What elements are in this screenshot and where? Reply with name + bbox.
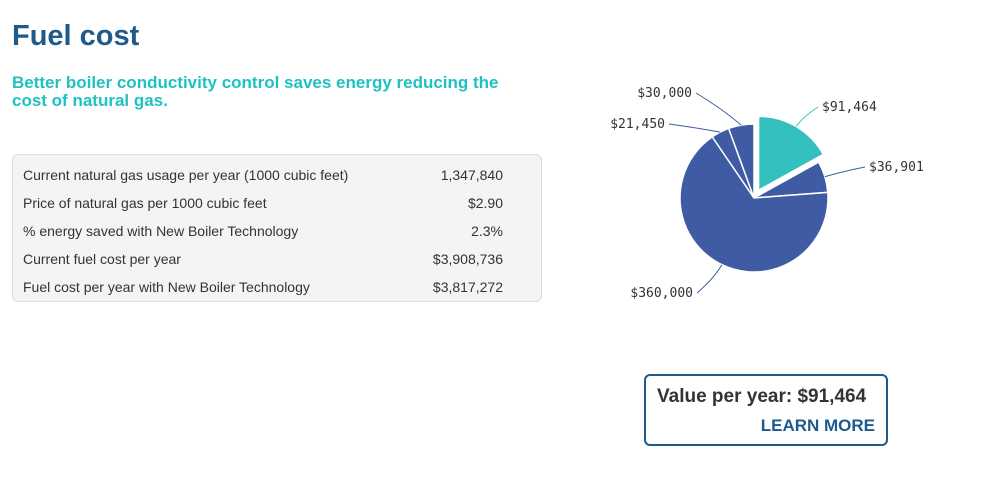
value-per-year: Value per year: $91,464: [657, 386, 867, 407]
page-subtitle: Better boiler conductivity control saves…: [12, 73, 499, 110]
table-row: Current natural gas usage per year (1000…: [23, 165, 503, 185]
slice-label: $30,000: [637, 86, 692, 101]
table-row: Current fuel cost per year $3,908,736: [23, 249, 503, 269]
pie-slice: [679, 135, 829, 273]
fuel-cost-table: Current natural gas usage per year (1000…: [12, 154, 542, 302]
table-row: Fuel cost per year with New Boiler Techn…: [23, 277, 503, 297]
leader-line: [824, 166, 866, 178]
cost-pie-chart: $91,464 $36,901 $360,000 $21,450 $30,000: [610, 86, 924, 301]
row-value: $3,908,736: [432, 251, 503, 267]
learn-more-link[interactable]: LEARN MORE: [760, 416, 875, 435]
slice-label: $21,450: [610, 117, 665, 132]
value-card: Value per year: $91,464 LEARN MORE: [644, 374, 888, 446]
table-row: Price of natural gas per 1000 cubic feet…: [23, 193, 503, 213]
leader-line: [668, 123, 721, 133]
row-value: $3,817,272: [432, 279, 503, 295]
row-label: Current natural gas usage per year (1000…: [23, 167, 349, 183]
leader-line: [695, 92, 742, 126]
row-value: 1,347,840: [440, 167, 503, 183]
slice-label: $91,464: [822, 100, 877, 115]
row-label: Fuel cost per year with New Boiler Techn…: [23, 279, 310, 295]
table-row: % energy saved with New Boiler Technolog…: [23, 221, 503, 241]
page-title: Fuel cost: [12, 20, 140, 52]
pie-slice: [757, 115, 825, 192]
slice-label: $36,901: [869, 160, 924, 175]
row-value: $2.90: [467, 195, 503, 211]
row-label: Current fuel cost per year: [23, 251, 181, 267]
slice-label: $360,000: [630, 286, 693, 301]
row-label: Price of natural gas per 1000 cubic feet: [23, 195, 267, 211]
row-value: 2.3%: [471, 223, 503, 239]
leader-line: [795, 106, 819, 127]
row-label: % energy saved with New Boiler Technolog…: [23, 223, 299, 239]
leader-line: [696, 264, 723, 294]
